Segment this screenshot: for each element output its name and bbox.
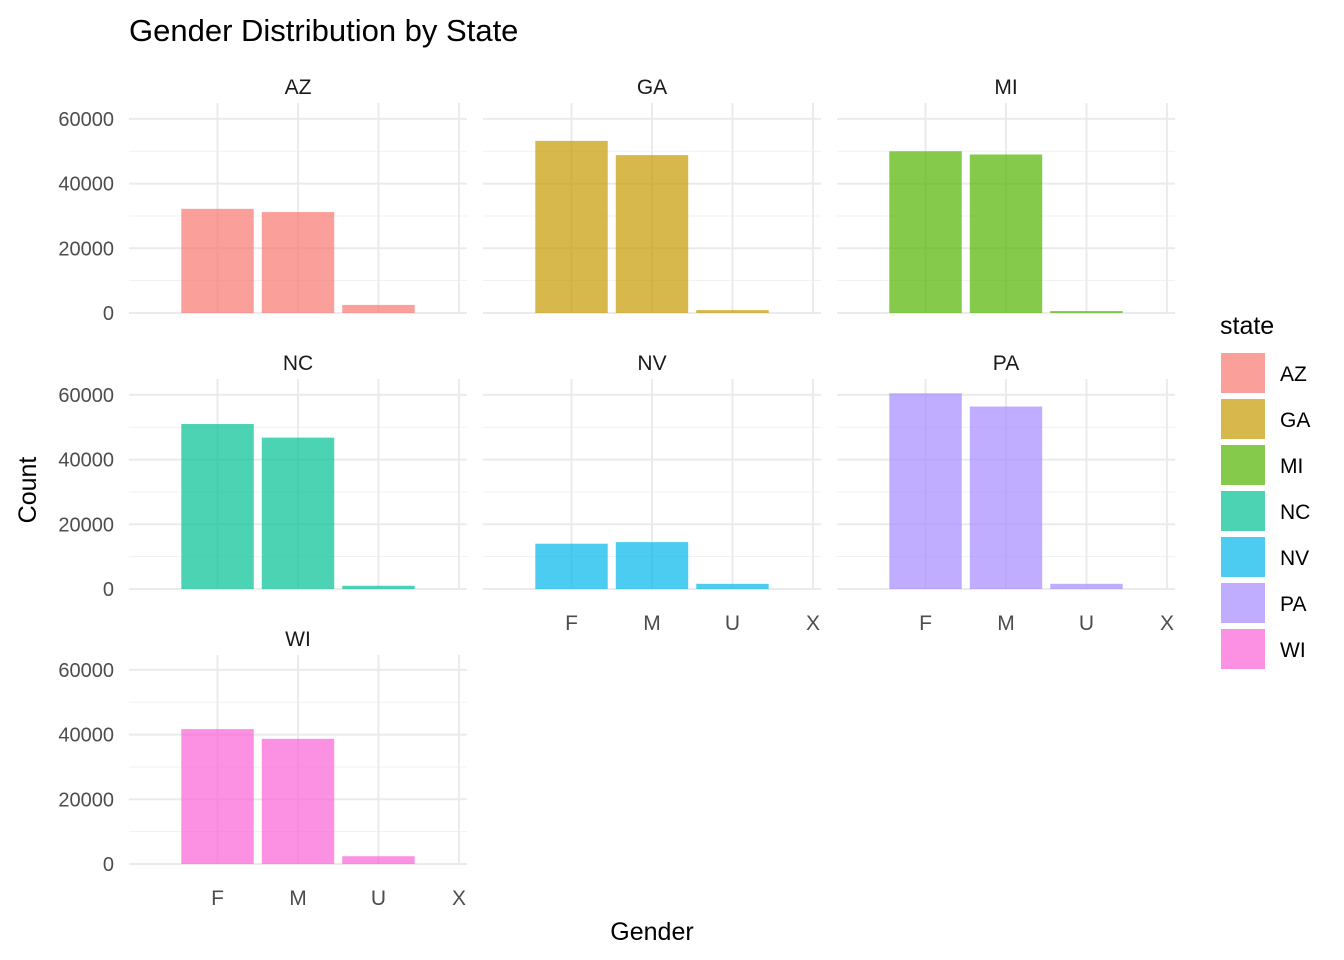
legend-key-nv — [1221, 537, 1265, 577]
facet-strip-label-nc: NC — [283, 352, 313, 375]
facet-strip-label-nv: NV — [637, 352, 666, 375]
bar-az-f — [181, 208, 254, 313]
bar-wi-m — [261, 738, 335, 864]
x-tick-label: M — [997, 612, 1015, 635]
y-tick-label: 40000 — [58, 725, 114, 747]
panels: AZ 0 20000 40000 60000 GA MI NC 0 20000 40000 60000… — [58, 76, 1175, 910]
legend-key-wi — [1221, 629, 1265, 669]
bar-pa-m — [969, 406, 1043, 589]
y-tick-label: 60000 — [58, 660, 114, 682]
legend-key-nc — [1221, 491, 1265, 531]
facet-strip-label-mi: MI — [994, 76, 1017, 99]
facet-nv: NV F M U X — [483, 352, 821, 635]
chart-title: Gender Distribution by State — [129, 13, 518, 48]
legend-key-az — [1221, 353, 1265, 393]
y-tick-label: 20000 — [58, 238, 114, 260]
x-tick-label: X — [806, 612, 820, 635]
legend-key-mi — [1221, 445, 1265, 485]
bar-ga-f — [535, 140, 608, 313]
y-tick-label: 60000 — [58, 385, 114, 407]
x-tick-label: F — [565, 612, 578, 635]
legend-label-nc: NC — [1280, 501, 1310, 524]
legend-label-nv: NV — [1280, 547, 1309, 570]
x-tick-label: X — [452, 887, 466, 910]
x-tick-label: M — [289, 887, 307, 910]
legend-label-mi: MI — [1280, 455, 1303, 478]
facet-nc: NC 0 20000 40000 60000 — [58, 352, 467, 601]
bar-az-u — [342, 304, 415, 313]
bar-az-m — [261, 212, 335, 313]
bar-nv-f — [535, 543, 608, 589]
bar-nc-u — [342, 585, 415, 589]
bar-pa-f — [889, 393, 962, 589]
facet-ga: GA — [483, 76, 821, 314]
bar-mi-m — [969, 154, 1043, 313]
legend-key-ga — [1221, 399, 1265, 439]
y-tick-label: 20000 — [58, 514, 114, 536]
y-tick-label: 20000 — [58, 789, 114, 811]
x-tick-label: U — [371, 887, 386, 910]
bar-nc-f — [181, 424, 254, 589]
x-axis-title: Gender — [610, 918, 693, 946]
legend-label-ga: GA — [1280, 409, 1310, 432]
legend-key-pa — [1221, 583, 1265, 623]
bar-wi-f — [181, 729, 254, 864]
bar-wi-u — [342, 856, 415, 864]
y-tick-label: 60000 — [58, 109, 114, 131]
x-tick-label: X — [1160, 612, 1174, 635]
legend-title: state — [1220, 312, 1274, 340]
facet-strip-label-wi: WI — [285, 628, 311, 651]
y-axis-title: Count — [14, 457, 42, 524]
bar-mi-f — [889, 151, 962, 313]
bar-pa-u — [1050, 583, 1123, 589]
bar-nc-m — [261, 437, 335, 589]
legend-label-pa: PA — [1280, 593, 1306, 616]
y-tick-label: 0 — [103, 854, 114, 876]
facet-wi: WI 0 20000 40000 60000 F M U X — [58, 628, 467, 910]
facet-strip-label-pa: PA — [993, 352, 1019, 375]
legend-label-wi: WI — [1280, 639, 1306, 662]
x-tick-label: U — [725, 612, 740, 635]
x-tick-label: F — [919, 612, 932, 635]
bar-nv-u — [696, 583, 769, 589]
y-tick-label: 0 — [103, 303, 114, 325]
y-tick-label: 40000 — [58, 450, 114, 472]
y-tick-label: 0 — [103, 579, 114, 601]
y-tick-label: 40000 — [58, 174, 114, 196]
facet-pa: PA F M U X — [837, 352, 1175, 635]
facet-az: AZ 0 20000 40000 60000 — [58, 76, 467, 325]
facet-mi: MI — [837, 76, 1175, 314]
legend: state AZ GA MI NC NV PA WI — [1220, 312, 1310, 669]
x-tick-label: U — [1079, 612, 1094, 635]
x-tick-label: M — [643, 612, 661, 635]
facet-strip-label-az: AZ — [285, 76, 312, 99]
legend-label-az: AZ — [1280, 363, 1307, 386]
bar-mi-u — [1050, 311, 1123, 313]
x-tick-label: F — [211, 887, 224, 910]
bar-nv-m — [615, 542, 689, 589]
bar-ga-m — [615, 155, 689, 313]
facet-strip-label-ga: GA — [637, 76, 667, 99]
bar-ga-u — [696, 310, 769, 313]
